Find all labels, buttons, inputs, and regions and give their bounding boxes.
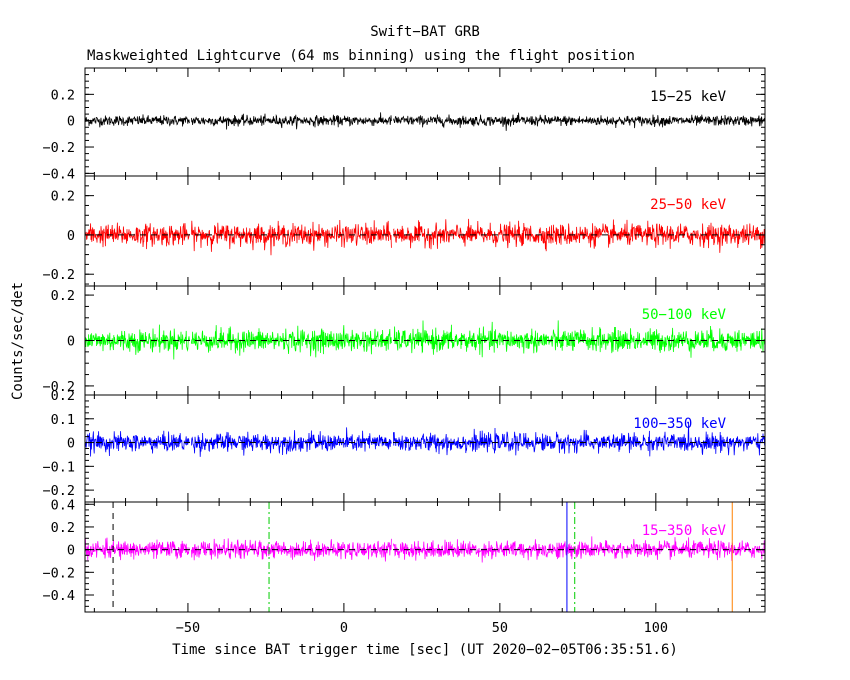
x-tick-label: 50	[492, 620, 508, 636]
y-tick-label: −0.1	[42, 459, 75, 475]
y-tick-label: −0.4	[42, 588, 75, 604]
series-trace	[85, 320, 765, 360]
y-tick-label: −0.2	[42, 379, 75, 395]
y-tick-label: −0.2	[42, 140, 75, 156]
y-tick-label: 0	[67, 114, 75, 130]
panel-frame	[84, 501, 766, 613]
series-label: 15−350 keV	[642, 523, 727, 539]
series-label: 50−100 keV	[642, 307, 727, 323]
y-tick-label: 0.1	[51, 412, 75, 428]
y-tick-label: 0.4	[51, 497, 75, 513]
y-tick-label: 0	[67, 436, 75, 452]
y-tick-label: 0.2	[51, 288, 75, 304]
chart-subtitle: Maskweighted Lightcurve (64 ms binning) …	[87, 48, 635, 64]
panel-4: −0.2 −0.1 0 0.1 0.2 100−350 keV	[42, 388, 766, 503]
series-trace	[85, 112, 765, 131]
panel-3: −0.2 0 0.2 50−100 keV	[42, 285, 766, 396]
y-tick-label: 0.2	[51, 520, 75, 536]
series-trace	[85, 536, 765, 563]
panel-2: −0.2 0 0.2 25−50 keV	[42, 175, 766, 287]
y-tick-label: 0	[67, 228, 75, 244]
y-tick-label: −0.2	[42, 565, 75, 581]
panels-group: −0.4−0.200.2 15−25 keV−0.200.225−50 keV−0…	[42, 67, 766, 636]
panel-1: −0.4 −0.2 0 0.2 15−25 keV	[42, 67, 766, 182]
y-tick-label: −0.2	[42, 267, 75, 283]
y-tick-label: 0	[67, 334, 75, 350]
series-trace	[85, 218, 765, 256]
y-tick-label: 0	[67, 543, 75, 559]
x-tick-label: −50	[176, 620, 200, 636]
y-tick-label: −0.4	[42, 166, 75, 182]
panel-5: −0.4 −0.2 0 0.2 0.4 15−350 keV	[42, 497, 766, 613]
x-tick-label: 0	[340, 620, 348, 636]
y-tick-label: 0.2	[51, 189, 75, 205]
series-trace	[85, 422, 765, 457]
x-tick-label: 100	[644, 620, 668, 636]
series-label: 15−25 keV	[650, 89, 726, 105]
series-label: 25−50 keV	[650, 197, 726, 213]
chart-title: Swift−BAT GRB	[370, 24, 480, 40]
y-tick-label: 0.2	[51, 388, 75, 404]
y-tick-label: 0.2	[51, 87, 75, 103]
series-label: 100−350 keV	[633, 416, 726, 432]
x-axis-label: Time since BAT trigger time [sec] (UT 20…	[172, 642, 678, 658]
y-axis-label: Counts/sec/det	[10, 282, 26, 400]
y-tick-label: −0.2	[42, 483, 75, 499]
